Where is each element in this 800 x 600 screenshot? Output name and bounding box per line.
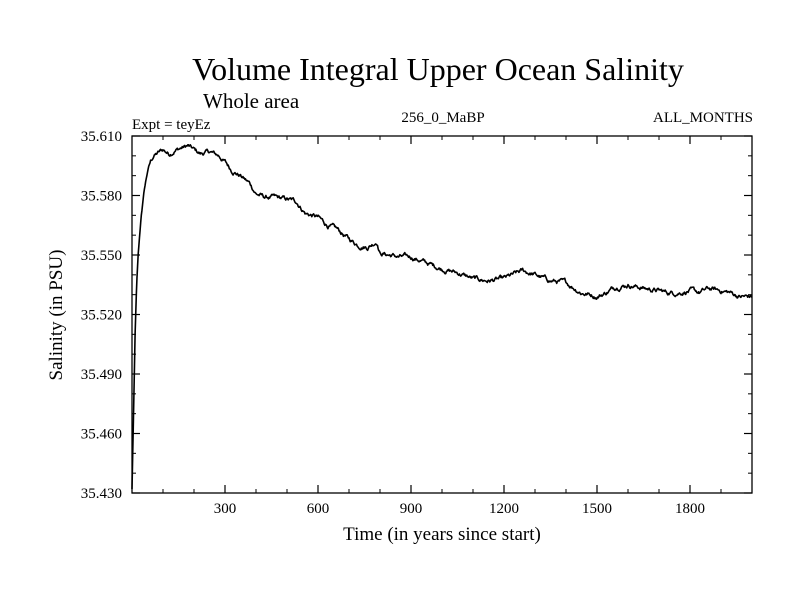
run-label: 256_0_MaBP [401,110,484,126]
plot-frame [131,135,753,494]
y-tick-label: 35.520 [81,308,122,324]
x-tick-label: 900 [400,501,423,517]
y-tick-label: 35.550 [81,248,122,264]
salinity-series-line [131,144,753,490]
x-axis: 300 600 900 1200 1500 1800 [162,136,722,517]
y-axis: 35.430 35.460 35.490 35.520 35.550 35.580 35.6… [81,129,752,502]
chart-subtitle: Whole area [203,89,300,113]
y-axis-label: Salinity (in PSU) [46,250,67,381]
y-tick-label: 35.580 [81,189,122,205]
months-label: ALL_MONTHS [653,110,753,126]
y-tick-label: 35.460 [81,427,122,443]
y-tick-label: 35.610 [81,129,122,145]
x-axis-label: Time (in years since start) [343,524,541,545]
y-tick-label: 35.490 [81,367,122,383]
chart-title: Volume Integral Upper Ocean Salinity [192,51,684,87]
x-tick-label: 1200 [489,501,519,517]
x-tick-label: 1500 [582,501,612,517]
x-tick-label: 600 [307,501,330,517]
experiment-label: Expt = teyEz [132,117,211,133]
y-tick-label: 35.430 [81,486,122,502]
x-tick-label: 1800 [675,501,705,517]
x-tick-label: 300 [214,501,237,517]
